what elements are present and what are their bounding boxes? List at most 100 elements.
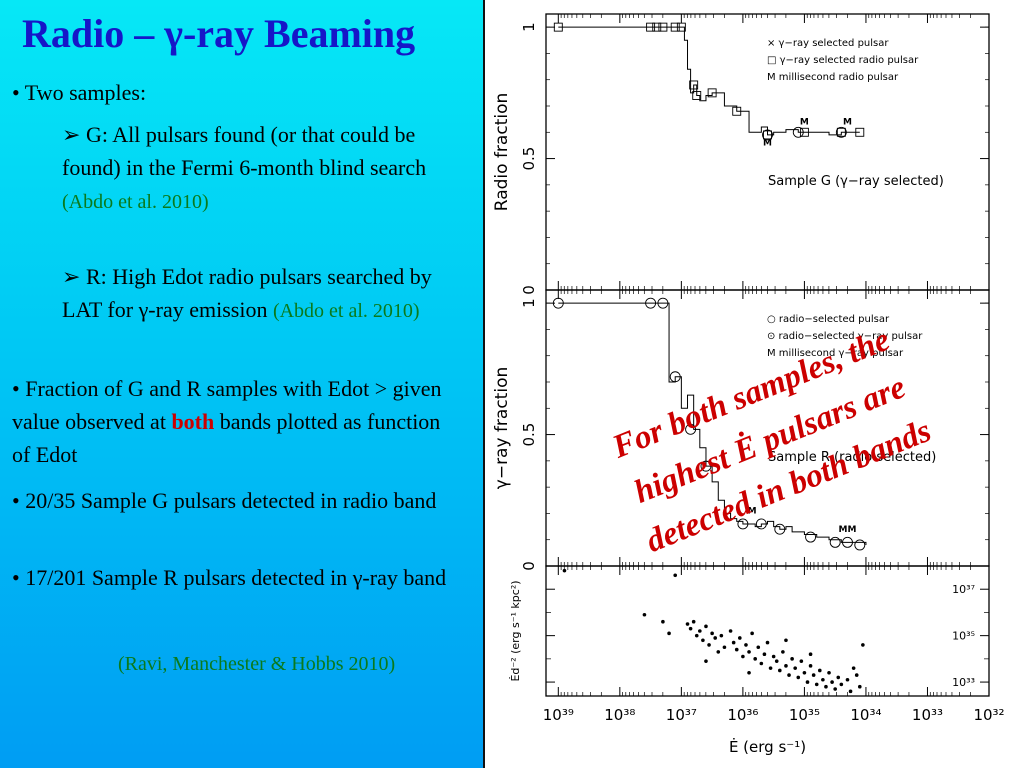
scatter-point [734,647,739,652]
circle-marker [829,536,841,548]
scatter-point [704,624,708,629]
circle-marker [854,539,866,551]
square-marker [836,127,846,137]
y-tick-label: 0.5 [520,423,538,447]
legend-entry: □ γ−ray selected radio pulsar [767,55,919,66]
fraction-series-line [558,26,860,136]
scatter-point [722,645,727,650]
arrow-bullet-icon: ➢ [62,122,86,147]
scatter-point [667,631,671,636]
scatter-point [673,573,678,578]
m-label: M [763,138,772,148]
circle-marker [842,536,853,548]
y-axis-label: Ėd⁻² (erg s⁻¹ kpc²) [509,580,522,681]
sub-bullet-g-ref: (Abdo et al. 2010) [62,191,209,213]
panel-frame-bottom [545,565,990,697]
scatter-point [691,619,696,624]
sub-bullet-g: ➢ G: All pulsars found (or that could be… [62,118,467,219]
text-panel: Radio – γ-ray Beaming • Two samples: ➢ G… [0,0,484,768]
scatter-point [836,675,841,680]
circle-marker [657,297,669,309]
m-label: M [843,117,852,127]
scatter-point [701,638,705,643]
sub-bullet-r-text: R: High Edot radio pulsars searched by L… [62,264,432,322]
scatter-point [716,650,721,654]
bullet-fraction-text-b: bands plotted as function of Edot [12,409,441,467]
scatter-point [698,629,702,633]
scatter-point [805,680,810,684]
scatter-point [811,673,816,677]
scatter-point [790,657,794,661]
scatter-point [694,633,699,638]
scatter-point [830,680,834,684]
scatter-point [781,650,785,654]
arrow-bullet-icon: ➢ [62,264,86,289]
circle-marker [645,297,657,309]
scatter-point [731,640,736,645]
scatter-point [778,668,782,673]
scatter-point [738,636,742,640]
square-marker [763,130,772,140]
circle-marker [737,518,749,530]
scatter-point [704,659,708,663]
scatter-point [688,626,693,631]
scatter-point [845,677,850,682]
y-tick-label: 10³⁵ [952,630,975,643]
square-marker [658,22,668,32]
x-tick-label: 10³² [973,706,1004,724]
panel-divider [483,0,485,768]
panel-annotation: Sample G (γ−ray selected) [768,174,944,189]
scatter-point [562,568,567,573]
circle-marker [792,126,804,138]
scatter-point [824,684,828,689]
x-tick-label: 10³⁵ [789,706,820,724]
circle-marker [685,423,697,435]
scatter-point [774,659,779,663]
m-label: M [800,117,809,127]
scatter-point [854,673,859,677]
square-marker [676,22,686,32]
scatter-point [817,668,822,673]
scatter-point [821,677,825,682]
scatter-point [771,654,776,659]
square-marker [652,22,662,32]
y-tick-label: 1 [520,298,538,308]
scatter-point [787,673,791,677]
scatter-point [861,643,865,647]
scatter-point [756,645,761,650]
y-tick-label: 1 [520,22,538,32]
y-axis-label: Radio fraction [492,93,512,211]
bullet-two-samples: • Two samples: [12,80,147,105]
scatter-point [728,629,733,633]
x-tick-label: 10³⁶ [727,706,758,724]
bullet-fraction: • Fraction of G and R samples with Edot … [12,372,462,471]
bullet-sample-r-count: • 17/201 Sample R pulsars detected in γ-… [12,565,447,590]
y-tick-label: 10³³ [952,676,975,689]
square-marker [799,127,809,137]
scatter-point [753,657,757,661]
bullet-fraction-both: both [171,409,215,434]
scatter-point [765,640,770,645]
y-tick-label: 10³⁷ [952,583,975,596]
x-tick-label: 10³⁴ [850,706,881,724]
bullet-fraction-text-a: • Fraction of G and R samples with Edot … [12,376,442,434]
scatter-point [762,652,767,657]
square-marker [553,22,563,32]
scatter-point [719,633,724,638]
sub-bullet-r-ref: (Abdo et al. 2010) [272,300,420,322]
circle-marker [835,126,847,138]
scatter-point [747,670,751,675]
m-label: M [748,506,757,516]
x-tick-label: 10³⁹ [543,706,574,724]
scatter-point [814,682,819,687]
scatter-point [710,631,714,636]
scatter-point [744,643,748,647]
x-axis-label: Ė (erg s⁻¹) [729,737,806,756]
square-marker [855,127,865,137]
sub-bullet-g-text: G: All pulsars found (or that could be f… [62,122,427,180]
square-marker [670,22,680,32]
scatter-point [747,650,751,654]
x-tick-label: 10³⁷ [666,706,697,724]
scatter-point [857,684,862,689]
fraction-series-line [558,302,867,545]
